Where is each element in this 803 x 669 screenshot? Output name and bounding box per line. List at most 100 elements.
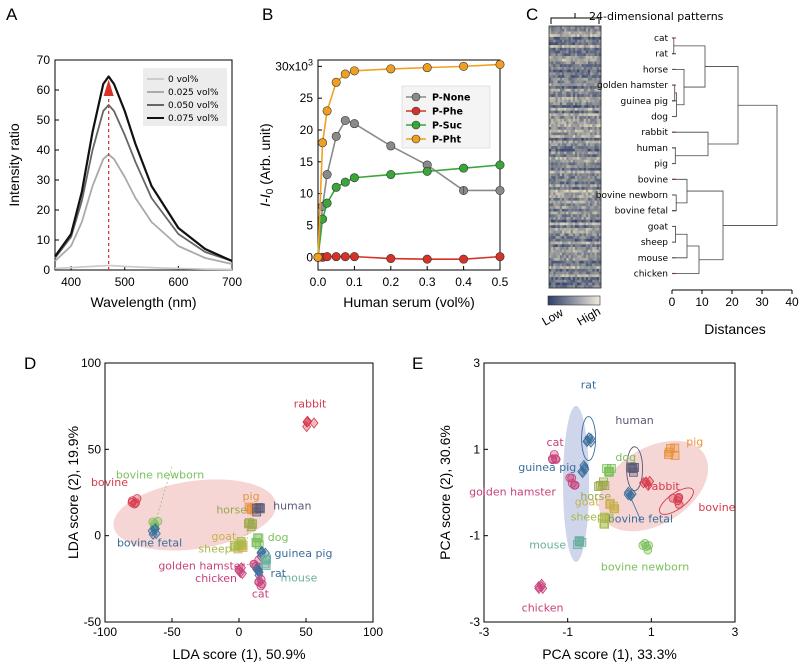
heatmap-cell <box>585 274 589 278</box>
heatmap-cell <box>572 91 576 95</box>
heatmap-cell <box>585 61 589 65</box>
heatmap-cell <box>592 268 595 272</box>
heatmap-cell <box>553 124 556 128</box>
heatmap-cell <box>590 159 593 163</box>
heatmap-cell <box>562 217 565 221</box>
heatmap-cell <box>590 178 593 182</box>
heatmap-cell <box>551 238 554 242</box>
heatmap-cell <box>562 45 565 49</box>
heatmap-cell <box>585 266 589 270</box>
point-mouse <box>577 537 587 547</box>
heatmap-cell <box>559 56 563 60</box>
heatmap-cell <box>549 126 552 131</box>
heatmap-cell <box>577 96 580 100</box>
heatmap-cell <box>568 148 571 152</box>
heatmap-cell <box>564 192 567 196</box>
heatmap-cell <box>594 279 597 283</box>
heatmap-cell <box>566 157 569 161</box>
heatmap-cell <box>551 214 554 218</box>
heatmap-cell <box>572 75 576 79</box>
heatmap-cell <box>553 110 556 114</box>
heatmap-cell <box>566 257 569 262</box>
heatmap-cell <box>570 268 574 272</box>
heatmap-cell <box>594 159 597 163</box>
heatmap-cell <box>555 285 558 289</box>
heatmap-cell <box>551 263 554 267</box>
heatmap-cell <box>568 56 571 60</box>
heatmap-cell <box>570 274 574 278</box>
point-label-golden-hamster: golden hamster <box>469 486 556 499</box>
point-label-pig: pig <box>243 490 260 503</box>
heatmap-cell <box>596 203 600 207</box>
heatmap-cell <box>549 173 552 177</box>
heatmap-cell <box>588 252 591 256</box>
heatmap-cell <box>564 173 567 177</box>
heatmap-cell <box>564 170 567 174</box>
heatmap-cell <box>570 165 574 169</box>
point-cat <box>547 454 557 464</box>
heatmap-cell <box>583 96 587 100</box>
heatmap-cell <box>577 36 580 40</box>
heatmap-cell <box>585 257 589 262</box>
heatmap-cell <box>585 94 589 98</box>
heatmap-cell <box>590 217 593 221</box>
heatmap-cell <box>551 126 554 131</box>
heatmap-cell <box>557 148 561 152</box>
heatmap-cell <box>555 116 558 120</box>
x-tick-label: 400 <box>61 275 81 289</box>
heatmap-cell <box>568 146 571 150</box>
heatmap-cell <box>559 118 563 122</box>
heatmap-cell <box>568 66 571 70</box>
point-chicken <box>537 578 547 590</box>
heatmap-cell <box>570 110 574 114</box>
heatmap-cell <box>596 72 600 76</box>
y-tick-label: 0 <box>43 263 50 277</box>
heatmap-cell <box>577 249 580 253</box>
heatmap-cell <box>570 154 574 158</box>
heatmap-cell <box>549 53 552 57</box>
heatmap-cell <box>592 107 595 111</box>
heatmap-cell <box>590 151 593 155</box>
heatmap-cell <box>575 61 578 65</box>
heatmap-cell <box>551 217 554 221</box>
heatmap-cell <box>572 50 576 54</box>
point-label-rabbit: rabbit <box>294 397 327 410</box>
heatmap-cell <box>577 236 580 240</box>
heatmap-cell <box>579 151 582 155</box>
heatmap-cell <box>570 203 574 207</box>
heatmap-cell <box>572 217 576 221</box>
heatmap-cell <box>583 236 587 240</box>
heatmap-cell <box>594 96 597 100</box>
heatmap-cell <box>549 266 552 270</box>
heatmap-cell <box>566 195 569 199</box>
heatmap-cell <box>562 99 565 103</box>
heatmap-cell <box>583 154 587 158</box>
heatmap-cell <box>583 126 587 131</box>
heatmap-cell <box>598 137 602 141</box>
heatmap-cell <box>585 233 589 237</box>
heatmap-cell <box>592 230 595 234</box>
heatmap-cell <box>577 61 580 65</box>
heatmap-cell <box>553 80 556 84</box>
heatmap-cell <box>551 274 554 278</box>
heatmap-cell <box>562 176 565 180</box>
heatmap-cell <box>559 107 563 111</box>
heatmap-cell <box>557 236 561 240</box>
heatmap-cell <box>553 211 556 215</box>
heatmap-cell <box>566 34 569 38</box>
heatmap-cell <box>590 181 593 185</box>
heatmap-cell <box>588 80 591 84</box>
heatmap-cell <box>570 266 574 270</box>
heatmap-cell <box>549 110 552 114</box>
heatmap-cell <box>564 203 567 207</box>
heatmap-cell <box>562 56 565 60</box>
heatmap-cell <box>585 126 589 131</box>
heatmap-cell <box>594 66 597 70</box>
heatmap-cell <box>551 187 554 191</box>
heatmap-cell <box>557 151 561 155</box>
heatmap-cell <box>570 118 574 122</box>
heatmap-cell <box>598 129 602 133</box>
y-axis-label: I-I0 (Arb. unit) <box>257 123 276 206</box>
heatmap-cell <box>575 77 578 81</box>
heatmap-cell <box>590 266 593 270</box>
